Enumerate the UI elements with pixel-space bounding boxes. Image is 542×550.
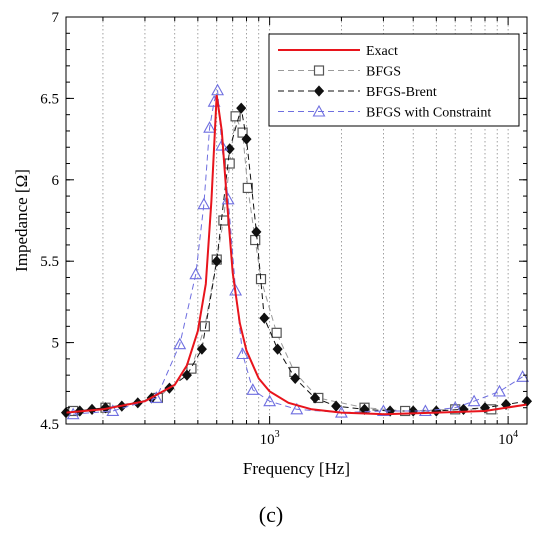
data-point-bfgs-with-constraint xyxy=(246,383,260,395)
data-point-bfgs-with-constraint xyxy=(173,337,187,350)
data-point-bfgs-with-constraint xyxy=(376,404,390,417)
data-point-bfgs-with-constraint xyxy=(290,402,304,415)
data-point-bfgs-brent xyxy=(259,312,270,324)
y-tick-label: 5.5 xyxy=(40,254,59,270)
data-point-bfgs-brent xyxy=(181,369,192,381)
data-point-bfgs xyxy=(199,321,210,332)
data-point-bfgs-brent xyxy=(290,372,301,385)
series-line-bfgs xyxy=(73,114,492,412)
legend-label-bfgs-with-constraint: BFGS with Constraint xyxy=(366,106,491,121)
data-point-bfgs xyxy=(250,234,261,246)
x-axis-label: Frequency [Hz] xyxy=(243,459,350,478)
series-bfgs xyxy=(68,111,497,417)
data-point-bfgs-with-constraint xyxy=(236,347,249,360)
data-point-bfgs-with-constraint xyxy=(215,138,229,151)
data-point-bfgs-with-constraint xyxy=(189,267,203,280)
data-point-bfgs-brent xyxy=(331,400,342,412)
legend: Exact BFGS BFGS-Brent BFGS with Constraint xyxy=(268,33,520,127)
data-point-bfgs-with-constraint xyxy=(66,407,80,420)
y-tick-label: 4.5 xyxy=(40,417,59,433)
series-exact xyxy=(65,94,528,416)
data-point-bfgs-brent xyxy=(458,403,469,415)
data-point-bfgs xyxy=(218,215,229,226)
legend-label-bfgs: BFGS xyxy=(366,65,401,80)
data-point-bfgs-with-constraint xyxy=(418,404,432,417)
data-point-bfgs-with-constraint xyxy=(467,394,481,407)
legend-marker-bfgs-with-constraint xyxy=(312,104,326,117)
data-point-bfgs-brent xyxy=(211,255,222,267)
legend-marker-bfgs-brent xyxy=(313,85,325,97)
legend-marker-bfgs xyxy=(313,65,325,76)
data-point-bfgs-brent xyxy=(251,226,262,238)
data-point-bfgs xyxy=(242,182,253,194)
plot-frame xyxy=(65,16,528,425)
data-point-bfgs xyxy=(237,127,248,138)
y-axis-label: Impedance [Ω] xyxy=(12,169,31,272)
data-point-bfgs xyxy=(230,111,241,122)
data-point-bfgs-with-constraint xyxy=(197,197,211,210)
legend-label-bfgs-brent: BFGS-Brent xyxy=(366,85,437,100)
data-point-bfgs-brent xyxy=(431,405,442,417)
ticks: 103 104 4.5 5 5.5 6 6.5 7 xyxy=(40,10,527,448)
data-point-bfgs-brent xyxy=(272,343,283,355)
y-tick-label: 5 xyxy=(52,336,60,352)
x-tick-label: 104 xyxy=(498,429,518,448)
data-point-bfgs-brent xyxy=(241,133,252,145)
data-point-bfgs-brent xyxy=(196,343,207,355)
data-point-bfgs xyxy=(271,327,282,338)
legend-label-exact: Exact xyxy=(366,44,398,59)
data-point-bfgs-brent xyxy=(309,392,321,404)
x-tick-label: 103 xyxy=(260,429,280,448)
data-point-bfgs-with-constraint xyxy=(203,121,217,133)
figure-caption: (c) xyxy=(258,502,284,527)
data-point-bfgs-with-constraint xyxy=(106,404,120,417)
data-point-bfgs xyxy=(186,363,197,374)
y-tick-label: 6 xyxy=(52,173,60,189)
data-point-bfgs-with-constraint xyxy=(516,370,530,382)
data-point-bfgs-brent xyxy=(236,102,247,114)
series-line-exact xyxy=(65,94,528,416)
data-point-bfgs-brent xyxy=(224,143,235,155)
data-point-bfgs xyxy=(224,158,235,169)
y-tick-label: 6.5 xyxy=(40,91,59,107)
y-tick-label: 7 xyxy=(52,10,60,26)
series-layer xyxy=(60,83,533,420)
data-point-bfgs-with-constraint xyxy=(263,394,277,407)
data-point-bfgs-with-constraint xyxy=(211,83,225,96)
data-point-bfgs-with-constraint xyxy=(493,384,506,397)
